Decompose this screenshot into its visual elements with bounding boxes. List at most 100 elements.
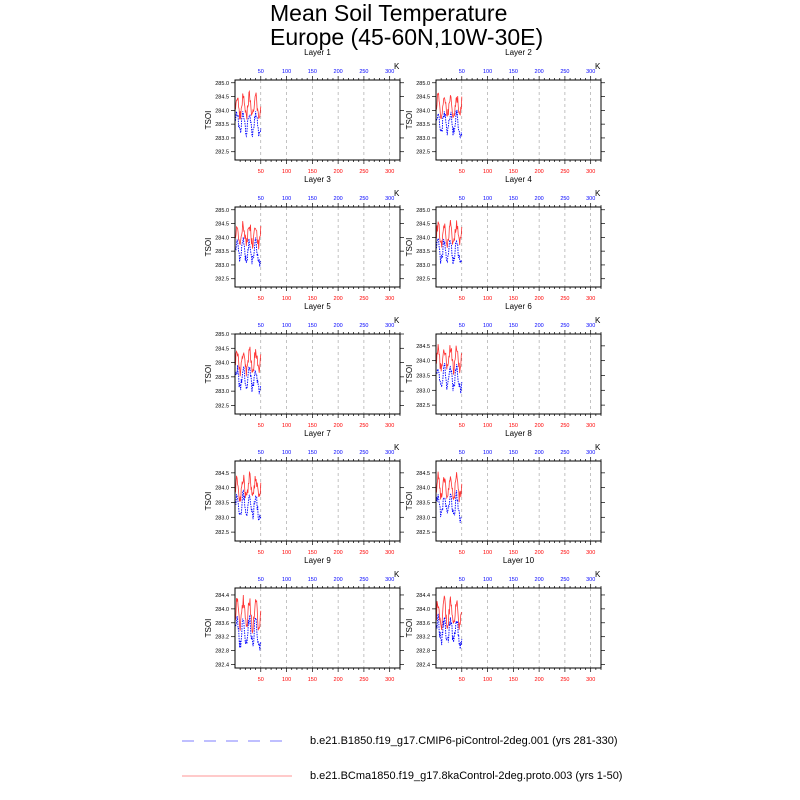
y-tick-label: 285.0 [215, 332, 229, 338]
y-tick-label: 283.0 [215, 515, 229, 521]
top-tick-label: 250 [560, 323, 569, 329]
legend-entry-series-1: b.e21.B1850.f19_g17.CMIP6-piControl-2deg… [182, 733, 618, 749]
top-tick-label: 150 [308, 450, 317, 456]
x-tick-label: 200 [535, 296, 544, 302]
x-tick-label: 300 [586, 169, 595, 175]
top-tick-label: 250 [560, 577, 569, 583]
series-line-red [436, 471, 463, 503]
x-tick-label: 200 [535, 550, 544, 556]
y-axis-label: TSOI [405, 111, 414, 130]
top-tick-label: 50 [459, 323, 465, 329]
top-tick-label: 150 [509, 450, 518, 456]
top-tick-label: 150 [509, 323, 518, 329]
y-tick-label: 284.0 [416, 108, 430, 114]
panel-title: Layer 9 [304, 556, 331, 565]
y-tick-label: 283.5 [416, 122, 430, 128]
y-tick-label: 284.0 [215, 235, 229, 241]
panel-3: Layer 3 K TSOI 50 100 150 200 250 300 50 100 150 200… [204, 175, 404, 302]
top-tick-label: 50 [258, 69, 264, 75]
x-tick-label: 300 [385, 169, 394, 175]
top-tick-label: 150 [308, 196, 317, 202]
panel-5: Layer 5 K TSOI 50 100 150 200 250 300 50 100 150 200… [204, 302, 404, 429]
x-tick-label: 250 [359, 423, 368, 429]
y-tick-label: 282.5 [416, 150, 430, 156]
y-tick-label: 284.4 [416, 593, 430, 599]
y-tick-label: 282.5 [215, 150, 229, 156]
top-tick-label: 200 [334, 323, 343, 329]
x-tick-label: 300 [385, 423, 394, 429]
x-tick-label: 100 [282, 423, 291, 429]
panel-title: Layer 6 [505, 302, 532, 311]
panel-6: Layer 6 K TSOI 50 100 150 200 250 300 50 100 150 200… [405, 302, 605, 429]
y-tick-label: 284.5 [215, 95, 229, 101]
top-tick-label: 100 [282, 450, 291, 456]
y-tick-label: 283.5 [416, 373, 430, 379]
top-tick-label: 300 [385, 323, 394, 329]
y-tick-label: 283.0 [416, 136, 430, 142]
top-tick-label: 200 [535, 450, 544, 456]
top-tick-label: 100 [483, 450, 492, 456]
x-tick-label: 50 [459, 550, 465, 556]
y-axis-label: TSOI [405, 619, 414, 638]
x-tick-label: 250 [359, 677, 368, 683]
x-tick-label: 250 [560, 169, 569, 175]
top-tick-label: 100 [282, 196, 291, 202]
x-tick-label: 50 [258, 423, 264, 429]
x-tick-label: 300 [586, 423, 595, 429]
x-tick-label: 300 [385, 296, 394, 302]
x-tick-label: 200 [334, 550, 343, 556]
top-tick-label: 300 [586, 450, 595, 456]
legend-label-series-2: b.e21.BCma1850.f19_g17.8kaControl-2deg.p… [310, 770, 623, 782]
x-tick-label: 150 [509, 169, 518, 175]
top-tick-label: 300 [586, 196, 595, 202]
x-tick-label: 50 [459, 677, 465, 683]
top-tick-label: 150 [308, 323, 317, 329]
y-tick-label: 284.0 [416, 486, 430, 492]
top-axis-unit: K [394, 62, 400, 71]
y-tick-label: 283.0 [215, 263, 229, 269]
x-tick-label: 250 [560, 423, 569, 429]
y-tick-label: 284.5 [416, 95, 430, 101]
series-line-red [235, 470, 262, 502]
series-line-blue [436, 109, 463, 139]
x-tick-label: 250 [359, 550, 368, 556]
x-tick-label: 150 [308, 550, 317, 556]
top-tick-label: 300 [385, 69, 394, 75]
top-tick-label: 200 [334, 69, 343, 75]
series-line-red [235, 346, 262, 377]
y-tick-label: 284.0 [416, 607, 430, 613]
top-tick-label: 50 [258, 577, 264, 583]
plot-frame [435, 587, 602, 669]
x-tick-label: 200 [535, 423, 544, 429]
x-tick-label: 250 [359, 169, 368, 175]
top-axis-unit: K [394, 443, 400, 452]
x-tick-label: 200 [334, 169, 343, 175]
series-line-blue [436, 490, 463, 524]
top-tick-label: 200 [535, 196, 544, 202]
panel-1: Layer 1 K TSOI 50 100 150 200 250 300 50 100 150 200… [204, 48, 404, 175]
x-tick-label: 50 [459, 169, 465, 175]
x-tick-label: 150 [308, 169, 317, 175]
y-tick-label: 284.5 [215, 346, 229, 352]
top-tick-label: 50 [258, 323, 264, 329]
panel-10: Layer 10 K TSOI 50 100 150 200 250 300 50 100 150 20… [405, 556, 605, 683]
y-tick-label: 282.5 [215, 277, 229, 283]
x-tick-label: 100 [282, 677, 291, 683]
y-axis-label: TSOI [405, 238, 414, 257]
top-tick-label: 250 [359, 323, 368, 329]
top-tick-label: 300 [385, 577, 394, 583]
top-tick-label: 200 [334, 450, 343, 456]
top-tick-label: 250 [359, 69, 368, 75]
x-tick-label: 200 [535, 677, 544, 683]
top-tick-label: 250 [560, 450, 569, 456]
y-axis-label: TSOI [204, 619, 213, 638]
series-line-red [436, 344, 463, 375]
y-axis-label: TSOI [405, 365, 414, 384]
panel-7: Layer 7 K TSOI 50 100 150 200 250 300 50 100 150 200… [204, 429, 404, 556]
y-tick-label: 284.0 [416, 235, 430, 241]
y-tick-label: 283.0 [416, 515, 430, 521]
series-line-blue [235, 111, 262, 138]
x-tick-label: 150 [308, 677, 317, 683]
y-tick-label: 283.2 [416, 635, 430, 641]
y-tick-label: 284.5 [416, 344, 430, 350]
